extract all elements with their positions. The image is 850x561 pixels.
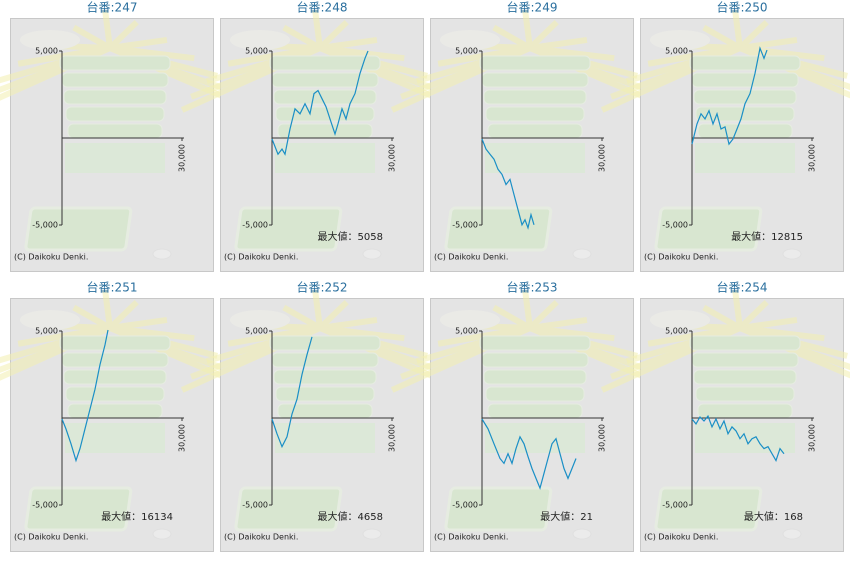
chart-title: 台番:249 <box>507 0 558 15</box>
y-tick-label: 5,000 <box>455 327 478 336</box>
x-tick-label: 30,000 <box>598 144 607 172</box>
y-tick-label: -5,000 <box>32 221 58 230</box>
chart-title: 台番:251 <box>87 280 138 295</box>
y-tick-label: 5,000 <box>245 47 268 56</box>
background-art <box>180 290 458 540</box>
chart-title: 台番:252 <box>297 280 348 295</box>
background-art <box>600 290 850 540</box>
y-tick-label: -5,000 <box>242 221 268 230</box>
copyright: (C) Daikoku Denki. <box>644 253 718 262</box>
chart-panel: 台番:252 5,000 -5,000 30,000 最大値：4658 (C) Daiko… <box>180 280 458 552</box>
chart-title: 台番:253 <box>507 280 558 295</box>
chart-title: 台番:254 <box>717 280 768 295</box>
copyright: (C) Daikoku Denki. <box>224 253 298 262</box>
background-art <box>600 10 850 260</box>
copyright: (C) Daikoku Denki. <box>224 533 298 542</box>
max-value-label: 最大値：12815 <box>731 230 803 243</box>
chart-panel: 台番:250 5,000 -5,000 30,000 最大値：12815 (C) Daik… <box>600 0 850 272</box>
chart-panel: 台番:253 5,000 -5,000 30,000 最大値：21 (C) Daikoku… <box>390 280 668 552</box>
chart-panel: 台番:251 5,000 -5,000 30,000 最大値：16134 (C) Daik… <box>0 280 248 552</box>
y-tick-label: 5,000 <box>35 47 58 56</box>
x-tick-label: 30,000 <box>178 424 187 452</box>
max-value-label: 最大値：5058 <box>318 230 383 243</box>
chart-title: 台番:250 <box>717 0 768 15</box>
chart-panel: 台番:254 5,000 -5,000 30,000 最大値：168 (C) Daikok… <box>600 280 850 552</box>
copyright: (C) Daikoku Denki. <box>14 533 88 542</box>
chart-panel: 台番:249 5,000 -5,000 30,000 (C) Daikoku Denki… <box>390 0 668 272</box>
data-line <box>481 138 535 230</box>
y-tick-label: 5,000 <box>665 327 688 336</box>
x-tick-label: 30,000 <box>808 144 817 172</box>
chart-panel: 台番:248 5,000 -5,000 30,000 最大値：5058 (C) Daiko… <box>180 0 458 272</box>
data-line <box>691 46 768 146</box>
y-tick-label: -5,000 <box>242 501 268 510</box>
x-tick-label: 30,000 <box>388 144 397 172</box>
y-tick-label: -5,000 <box>662 221 688 230</box>
y-tick-label: -5,000 <box>662 501 688 510</box>
x-tick-label: 30,000 <box>178 144 187 172</box>
y-tick-label: -5,000 <box>452 221 478 230</box>
data-line <box>61 329 109 463</box>
data-line <box>481 418 577 490</box>
data-line <box>271 336 313 449</box>
y-tick-label: -5,000 <box>32 501 58 510</box>
chart-panel: 台番:247 5,000 -5,000 30,000 (C) Daikoku Denki… <box>0 0 248 272</box>
copyright: (C) Daikoku Denki. <box>14 253 88 262</box>
y-tick-label: -5,000 <box>452 501 478 510</box>
max-value-label: 最大値：21 <box>540 510 593 523</box>
max-value-label: 最大値：168 <box>744 510 803 523</box>
x-tick-label: 30,000 <box>808 424 817 452</box>
copyright: (C) Daikoku Denki. <box>434 253 508 262</box>
copyright: (C) Daikoku Denki. <box>644 533 718 542</box>
background-art <box>0 10 248 260</box>
background-art <box>390 290 668 540</box>
y-tick-label: 5,000 <box>245 327 268 336</box>
background-art <box>390 10 668 260</box>
data-line <box>691 414 785 462</box>
max-value-label: 最大値：4658 <box>318 510 383 523</box>
y-tick-label: 5,000 <box>35 327 58 336</box>
data-line <box>271 50 369 156</box>
copyright: (C) Daikoku Denki. <box>434 533 508 542</box>
x-tick-label: 30,000 <box>388 424 397 452</box>
chart-title: 台番:247 <box>87 0 138 15</box>
background-art <box>0 290 248 540</box>
chart-title: 台番:248 <box>297 0 348 15</box>
y-tick-label: 5,000 <box>455 47 478 56</box>
y-tick-label: 5,000 <box>665 47 688 56</box>
x-tick-label: 30,000 <box>598 424 607 452</box>
max-value-label: 最大値：16134 <box>101 510 173 523</box>
